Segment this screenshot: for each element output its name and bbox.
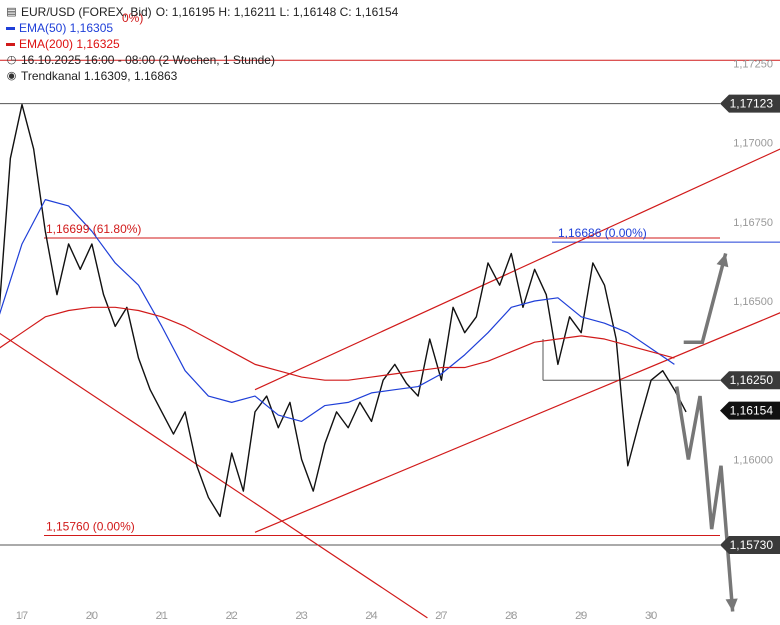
price-badge[interactable] (720, 535, 780, 554)
legend-symbol-row: ▤ EUR/USD (FOREX, Bid) O: 1,16195 H: 1,1… (6, 4, 398, 20)
trend-label: Trendkanal 1.16309, 1.16863 (21, 69, 178, 83)
x-tick-label: 28 (505, 610, 517, 622)
symbol-name: EUR/USD (FOREX, Bid) (21, 5, 152, 19)
ema50-line (0, 199, 675, 422)
price-badge[interactable] (720, 94, 780, 113)
price-badge-label: 1,16250 (730, 373, 774, 387)
y-tick-label: 1,16500 (733, 296, 773, 308)
ema200-label: EMA(200) 1,16325 (19, 37, 120, 51)
fib-618-label: 1,16699 (61.80%) (46, 222, 141, 236)
chart-legend: ▤ EUR/USD (FOREX, Bid) O: 1,16195 H: 1,1… (6, 4, 398, 84)
x-tick-label: 24 (365, 610, 377, 622)
ema50-label: EMA(50) 1,16305 (19, 21, 114, 35)
top-partial-label: 0%) (122, 11, 143, 25)
price-badge-label: 1,17123 (730, 97, 774, 111)
legend-period-row: ◷ 16.10.2025 16:00 - 08:00 (2 Wochen, 1 … (6, 52, 398, 68)
legend-ema200-row[interactable]: EMA(200) 1,16325 (6, 36, 398, 52)
x-tick-label: 21 (156, 610, 168, 622)
clock-icon: ◷ (6, 54, 17, 66)
price-badge[interactable] (720, 401, 780, 420)
trend-channel-line[interactable] (254, 269, 780, 533)
y-tick-label: 1,17250 (733, 58, 773, 70)
period-label: 16.10.2025 16:00 - 08:00 (2 Wochen, 1 St… (21, 53, 275, 67)
trend-channel-line[interactable] (254, 101, 780, 391)
x-tick-label: 22 (226, 610, 238, 622)
ohlc-values: O: 1,16195 H: 1,16211 L: 1,16148 C: 1,16… (155, 5, 399, 19)
x-tick-label: 29 (575, 610, 587, 622)
falling-trend-line[interactable] (0, 332, 428, 619)
level-16686-label: 1,16686 (0.00%) (558, 226, 647, 240)
x-tick-label: 30 (645, 610, 657, 622)
x-tick-label: 27 (435, 610, 447, 622)
bars-icon: ▤ (6, 6, 17, 18)
x-tick-label: 23 (295, 610, 307, 622)
y-tick-label: 1,16750 (733, 217, 773, 229)
ema200-swatch (6, 42, 15, 46)
price-badge-label: 1,16154 (730, 404, 774, 418)
price-badge-label: 1,15730 (730, 538, 774, 552)
y-tick-label: 1,17000 (733, 138, 773, 150)
y-tick-label: 1,16000 (733, 454, 773, 466)
legend-trend-row[interactable]: ◉ Trendkanal 1.16309, 1.16863 (6, 68, 398, 84)
projection-up-arrow-arrowhead (716, 253, 729, 268)
projection-up-arrow (683, 253, 728, 344)
low-label: 1,15760 (0.00%) (46, 519, 135, 533)
target-icon: ◉ (6, 70, 17, 82)
ema200-line (0, 306, 675, 381)
x-tick-label: 20 (86, 610, 98, 622)
projection-down-arrow (675, 386, 735, 612)
ema50-swatch (6, 26, 15, 30)
x-tick-label: 17 (16, 610, 28, 622)
price-line (0, 103, 687, 518)
legend-ema50-row[interactable]: EMA(50) 1,16305 (6, 20, 398, 36)
price-badge[interactable] (720, 371, 780, 390)
projection-down-arrow-arrowhead (725, 598, 738, 612)
